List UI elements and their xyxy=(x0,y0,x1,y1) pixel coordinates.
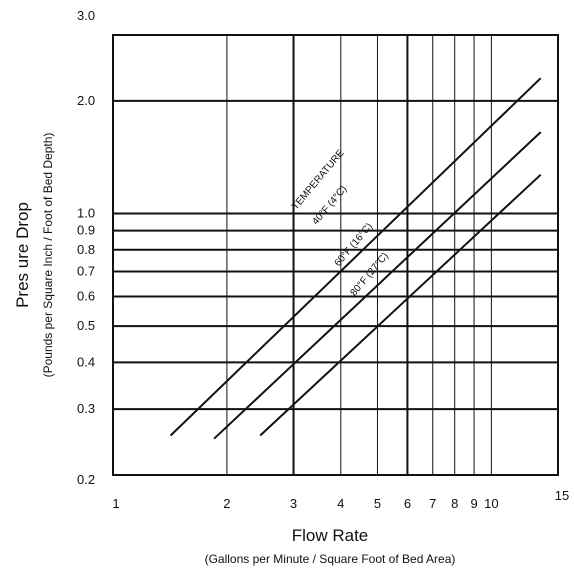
y-tick-label: 0.6 xyxy=(77,288,95,303)
x-tick-label: 8 xyxy=(451,496,458,511)
x-tick-label: 7 xyxy=(429,496,436,511)
y-axis-title: Pres ure Drop xyxy=(13,202,32,308)
x-axis-subtitle: (Gallons per Minute / Square Foot of Bed… xyxy=(205,552,456,566)
series-line xyxy=(169,77,542,437)
x-tick-label: 4 xyxy=(337,496,344,511)
y-tick-label: 3.0 xyxy=(77,8,95,23)
y-axis-subtitle: (Pounds per Square Inch / Foot of Bed De… xyxy=(41,133,55,378)
x-tick-label: 9 xyxy=(470,496,477,511)
y-tick-label: 0.2 xyxy=(77,472,95,487)
x-tick-label: 6 xyxy=(404,496,411,511)
x-tick-label: 1 xyxy=(112,496,119,511)
series-lines xyxy=(169,77,542,440)
x-tick-label: 15 xyxy=(555,488,569,503)
y-tick-label: 0.9 xyxy=(77,223,95,238)
y-tick-label: 0.5 xyxy=(77,318,95,333)
x-tick-label: 10 xyxy=(484,496,498,511)
y-tick-label: 1.0 xyxy=(77,206,95,221)
plot-frame xyxy=(112,34,559,476)
series-line xyxy=(213,131,542,440)
y-tick-label: 2.0 xyxy=(77,93,95,108)
y-tick-label: 0.3 xyxy=(77,401,95,416)
grid-lines xyxy=(113,35,558,475)
y-tick-label: 0.8 xyxy=(77,242,95,257)
y-tick-label: 0.7 xyxy=(77,263,95,278)
y-tick-label: 0.4 xyxy=(77,354,95,369)
x-axis-title: Flow Rate xyxy=(292,526,369,545)
y-tick-labels: 0.2 0.3 0.4 0.5 0.6 0.7 0.8 0.9 1.0 2.0 3.0 xyxy=(77,8,95,487)
x-tick-label: 3 xyxy=(290,496,297,511)
x-tick-label: 2 xyxy=(223,496,230,511)
x-tick-labels: 1 2 3 4 5 6 7 8 9 10 15 xyxy=(112,488,569,511)
x-tick-label: 5 xyxy=(374,496,381,511)
series-line xyxy=(259,173,542,437)
